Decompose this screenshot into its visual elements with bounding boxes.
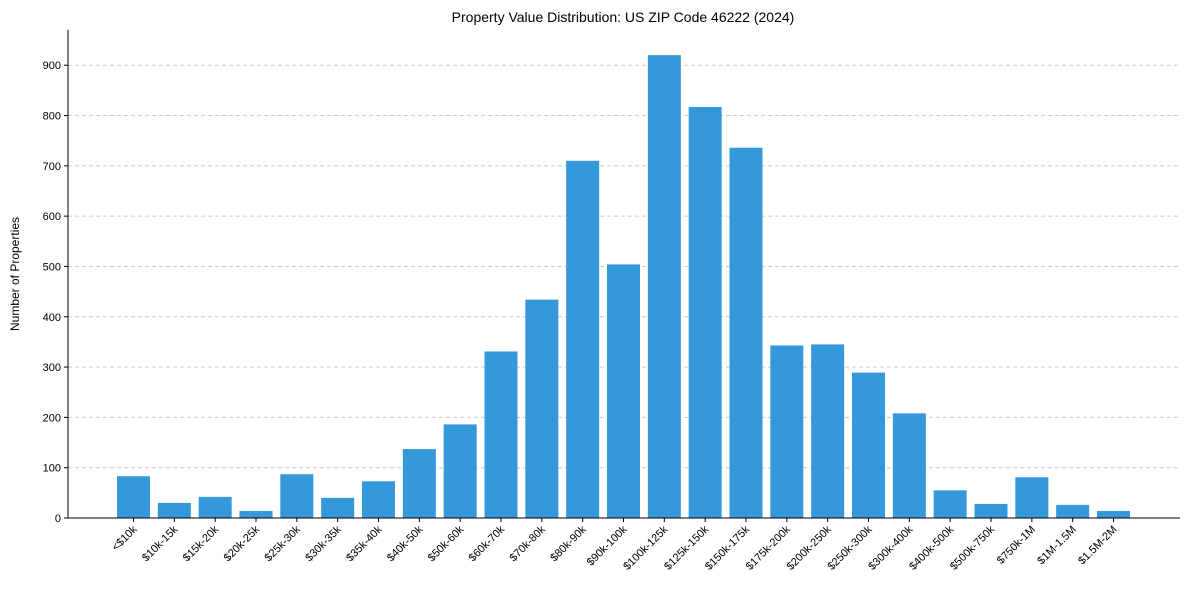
y-tick-label: 700 [43, 161, 61, 173]
bar [688, 106, 722, 518]
x-tick-label: $60k-70k [467, 523, 508, 564]
y-axis-label: Number of Properties [8, 217, 22, 331]
y-tick-label: 200 [43, 412, 61, 424]
x-tick-label: $30k-35k [303, 523, 344, 564]
y-tick-label: 600 [43, 211, 61, 223]
y-tick-label: 400 [43, 312, 61, 324]
y-tick-label: 0 [55, 513, 61, 525]
bar [239, 510, 273, 518]
x-tick-label: $25k-30k [262, 523, 303, 564]
bar [607, 264, 640, 518]
x-tick-label: $750k-1M [995, 524, 1038, 567]
bar [974, 503, 1008, 518]
bar [321, 497, 355, 518]
x-tick-label: $15k-20k [181, 523, 222, 564]
y-tick-label: 800 [43, 111, 61, 123]
bar [1097, 510, 1130, 518]
bar [770, 345, 804, 518]
x-tick-label: $20k-25k [222, 523, 263, 564]
bar [933, 490, 967, 518]
x-tick-label: $50k-60k [426, 523, 467, 564]
y-tick-label: 900 [43, 60, 61, 72]
bar [525, 299, 559, 518]
x-tick-label: $1M-1.5M [1035, 524, 1079, 568]
bar [362, 481, 395, 518]
bar [280, 474, 314, 518]
chart-title: Property Value Distribution: US ZIP Code… [452, 9, 795, 25]
bar [402, 449, 436, 518]
y-tick-label: 500 [43, 261, 61, 273]
bar [892, 413, 926, 518]
bar [117, 476, 150, 518]
x-tick-label: $10k-15k [140, 523, 181, 564]
y-tick-label: 300 [43, 362, 61, 374]
bar [1015, 477, 1049, 518]
bar [566, 160, 600, 518]
bar [852, 372, 885, 518]
bar [1056, 504, 1090, 518]
x-tick-label: $70k-80k [507, 523, 548, 564]
bar [729, 147, 763, 519]
x-tick-label: $80k-90k [548, 523, 589, 564]
bar [157, 502, 191, 518]
bar [811, 344, 845, 518]
y-tick-label: 100 [43, 463, 61, 475]
x-tick-label: $35k-40k [344, 523, 385, 564]
bar [647, 55, 681, 519]
bar [198, 496, 232, 518]
bar [443, 424, 477, 518]
x-tick-label: <$10k [110, 523, 140, 553]
x-tick-label: $500k-750k [948, 523, 997, 572]
bar [484, 351, 518, 518]
x-tick-label: $40k-50k [385, 523, 426, 564]
x-tick-label: $1.5M-2M [1076, 524, 1120, 568]
